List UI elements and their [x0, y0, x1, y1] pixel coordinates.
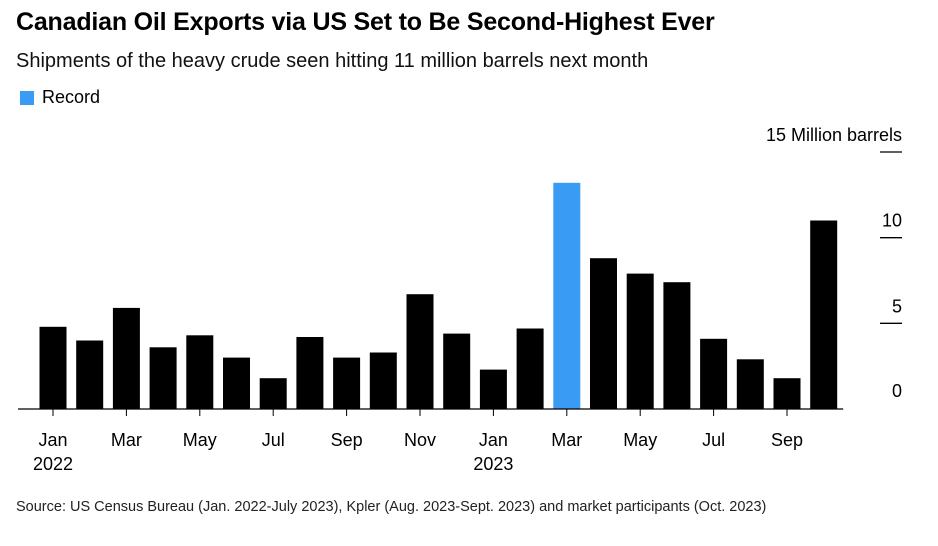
bar — [479, 369, 507, 409]
legend-label-record: Record — [42, 87, 101, 107]
x-tick-label: Jul — [262, 430, 285, 450]
y-axis: 0 5 10 15 Million barrels — [766, 125, 902, 401]
x-tick-label: Mar — [551, 430, 582, 450]
source-note: Source: US Census Bureau (Jan. 2022-July… — [16, 499, 767, 515]
bars-group — [39, 182, 838, 409]
chart-subtitle: Shipments of the heavy crude seen hittin… — [16, 50, 649, 72]
bar — [663, 282, 691, 409]
bar — [112, 307, 140, 409]
x-tick-year-label: 2023 — [473, 454, 513, 474]
bar — [406, 294, 434, 409]
x-tick-label: Sep — [771, 430, 803, 450]
x-tick-label: May — [183, 430, 217, 450]
bar — [700, 338, 728, 409]
x-tick-year-label: 2022 — [33, 454, 73, 474]
chart-title: Canadian Oil Exports via US Set to Be Se… — [16, 8, 715, 36]
x-tick-label: Jul — [702, 430, 725, 450]
legend-swatch-record — [20, 90, 34, 105]
x-tick-label: Mar — [111, 430, 142, 450]
bar — [39, 326, 67, 409]
bar — [443, 333, 471, 409]
bar — [186, 335, 214, 409]
bar — [626, 273, 654, 409]
bar — [590, 258, 617, 409]
bar — [369, 352, 397, 409]
x-tick-label: Nov — [404, 430, 436, 450]
bar-record — [553, 182, 581, 409]
bar — [296, 337, 324, 409]
legend: Record — [20, 87, 100, 108]
y-tick-label: 0 — [892, 381, 902, 401]
bar — [333, 357, 361, 409]
x-tick-label: Jan — [38, 430, 67, 450]
x-tick-label: May — [623, 430, 657, 450]
x-tick-label: Jan — [479, 430, 508, 450]
bar — [76, 340, 104, 409]
x-axis: Jan 2022 Mar May Jul Sep Nov Jan 2023 Mar May Jul Se… — [18, 408, 844, 474]
bar — [259, 378, 287, 409]
y-axis-unit-label: 15 Million barrels — [766, 125, 902, 145]
bar — [736, 359, 764, 409]
bar — [773, 378, 801, 409]
bar — [516, 328, 544, 409]
bar — [223, 357, 250, 409]
bar — [149, 347, 177, 409]
y-tick-label: 10 — [882, 211, 902, 231]
x-tick-label: Sep — [331, 430, 363, 450]
y-tick-label: 5 — [892, 296, 902, 316]
bar — [810, 220, 838, 409]
